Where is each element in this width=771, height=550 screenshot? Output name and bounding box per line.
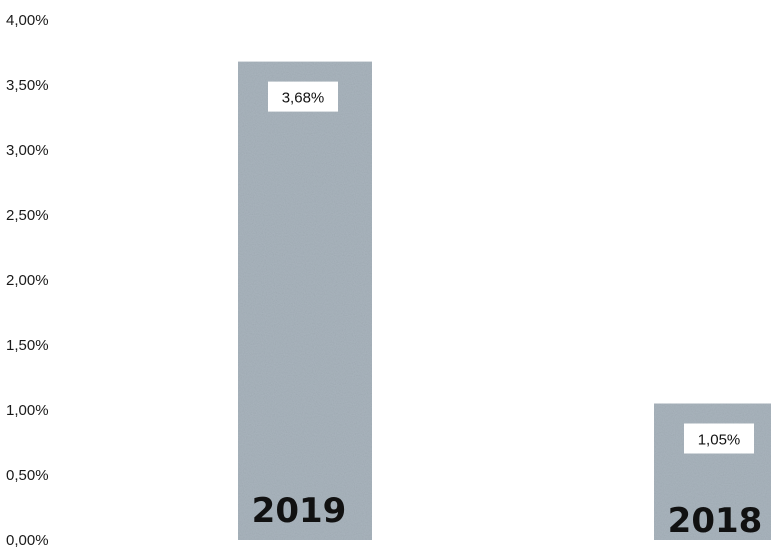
category-label-2018: 2018	[668, 501, 763, 541]
y-tick-label: 4,00%	[6, 12, 49, 29]
data-label-2019: 3,68%	[282, 90, 325, 107]
bars: 3,68% 2019 1,05% 2018	[238, 61, 771, 541]
data-label-box-2019	[268, 81, 338, 112]
y-tick-label: 2,00%	[6, 272, 49, 289]
y-axis: 0,00% 0,50% 1,00% 1,50% 2,00% 2,50% 3,00% 3,50%…	[6, 12, 49, 549]
y-tick-label: 1,00%	[6, 402, 49, 419]
y-tick-label: 0,50%	[6, 467, 49, 484]
y-tick-label: 3,00%	[6, 142, 49, 159]
y-tick-label: 2,50%	[6, 207, 49, 224]
bar-2019	[238, 61, 372, 540]
y-tick-label: 3,50%	[6, 77, 49, 94]
data-label-box-2018	[684, 423, 754, 454]
y-tick-label: 0,00%	[6, 532, 49, 549]
data-label-2018: 1,05%	[698, 432, 741, 449]
category-label-2019: 2019	[252, 491, 347, 531]
y-tick-label: 1,50%	[6, 337, 49, 354]
